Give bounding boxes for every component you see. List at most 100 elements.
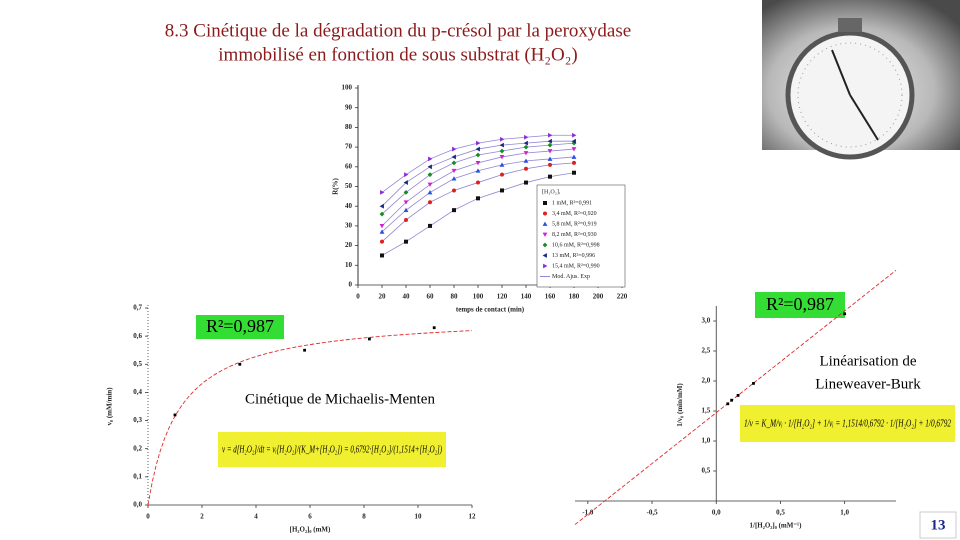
x-tick-label: 12 (469, 513, 477, 521)
legend-marker (543, 201, 547, 205)
y-tick-label: 10 (345, 261, 353, 269)
point (547, 156, 553, 161)
legend-marker (543, 263, 548, 269)
point (547, 149, 553, 154)
point (451, 168, 457, 174)
x-tick-label: 220 (617, 293, 628, 301)
y-tick-label: 50 (345, 182, 353, 190)
y-tick-label: 1,0 (701, 437, 710, 445)
point (499, 142, 504, 148)
legend-label: 10,6 mM, R²=0,998 (552, 242, 600, 248)
point (547, 138, 552, 144)
point (726, 402, 730, 406)
equation: v = d[H₂O₂]/dt = vᵢ[H₂O₂]/(K_M+[H₂O₂]) =… (222, 444, 442, 455)
y-tick-label: 0,3 (133, 416, 142, 424)
point (571, 154, 577, 159)
x-tick-label: 120 (497, 293, 508, 301)
point (547, 142, 553, 148)
legend-title: [H₂O₂]ᵢ (542, 189, 560, 195)
point (452, 146, 457, 152)
point (752, 382, 755, 385)
y-axis-label: R(%) (332, 177, 340, 194)
r2-label: R²=0,987 (766, 294, 834, 314)
point (523, 151, 529, 156)
point (173, 413, 177, 417)
point (427, 182, 433, 187)
legend-label: 15,4 mM, R²=0,990 (552, 263, 600, 269)
point (523, 140, 528, 146)
y-tick-label: 0 (349, 281, 353, 289)
equation-box (218, 432, 446, 467)
point (572, 160, 576, 165)
x-tick-label: 2 (200, 513, 204, 521)
x-tick-label: 6 (308, 513, 312, 521)
point (427, 172, 433, 178)
page-number: 13 (931, 517, 946, 533)
x-tick-label: 160 (545, 293, 556, 301)
point (404, 217, 408, 222)
x-tick-label: 200 (593, 293, 604, 301)
point (379, 211, 385, 217)
point (736, 394, 740, 397)
point (524, 134, 529, 140)
point (427, 190, 433, 195)
legend-marker (542, 253, 547, 258)
point (571, 138, 576, 144)
point (432, 326, 436, 330)
point (428, 156, 433, 162)
x-axis-label: temps de contact (min) (456, 306, 525, 314)
point (571, 140, 577, 146)
point (451, 176, 457, 181)
point (379, 223, 385, 229)
x-tick-label: -1,0 (582, 509, 594, 517)
fit-curve (574, 269, 897, 525)
x-tick-label: 60 (427, 293, 435, 301)
r2-box (755, 292, 845, 318)
point (451, 160, 457, 166)
x-tick-label: -0,5 (646, 509, 658, 517)
point (572, 132, 577, 138)
stopwatch-photo (762, 0, 960, 160)
legend-label: 3,4 mM, R²=0,920 (552, 211, 597, 217)
legend-marker (542, 221, 548, 226)
legend-marker (543, 211, 547, 216)
point (380, 253, 384, 258)
point (500, 172, 504, 177)
point (475, 146, 480, 152)
x-tick-label: 10 (415, 513, 423, 521)
legend-box (536, 184, 626, 288)
y-tick-label: 0,1 (133, 472, 142, 480)
point (452, 188, 456, 193)
legend-label: Mod. Ajus. Exp (552, 274, 590, 280)
y-tick-label: 0,4 (133, 388, 142, 396)
page-number-box (919, 511, 957, 539)
r2-box (196, 315, 284, 339)
y-tick-label: 60 (345, 162, 353, 170)
point (548, 162, 552, 167)
legend-label: 8,2 mM, R²=0,930 (552, 232, 597, 238)
point (403, 180, 408, 185)
x-tick-label: 40 (403, 293, 411, 301)
point (427, 164, 432, 170)
x-tick-label: 20 (379, 293, 387, 301)
point (523, 144, 529, 150)
point (404, 239, 408, 244)
point (523, 158, 529, 163)
legend-marker (542, 232, 548, 237)
point (500, 188, 504, 193)
y-tick-label: 2,0 (701, 377, 710, 385)
y-tick-label: 100 (342, 84, 353, 92)
y-tick-label: 0,0 (133, 501, 142, 509)
y-tick-label: 30 (345, 222, 353, 230)
y-tick-label: 3,0 (701, 317, 710, 325)
title-line: 8.3 Cinétique de la dégradation du p-cré… (165, 20, 631, 41)
point (379, 203, 384, 209)
y-tick-label: 0,7 (133, 304, 142, 312)
equation-box (740, 405, 955, 442)
x-tick-label: 1,0 (840, 509, 849, 517)
point (403, 190, 409, 195)
point (730, 398, 734, 402)
fit-curve (147, 330, 473, 506)
point (475, 152, 481, 158)
point (403, 207, 409, 213)
